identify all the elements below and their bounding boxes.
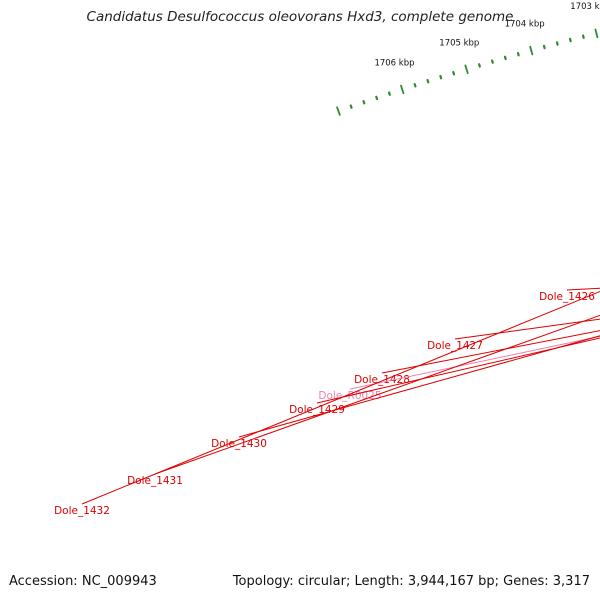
ruler-label: 1703 kbp (570, 2, 600, 12)
label-leader-line (381, 330, 600, 374)
gene-labels: Dole_1426Dole_1427Dole_1428Dole_R0025Dol… (54, 287, 600, 517)
ruler-ticks (336, 28, 599, 116)
ruler-minor-tick (387, 91, 391, 96)
ruler-major-tick (336, 106, 341, 116)
topology-value: circular (297, 574, 346, 589)
accession-value: NC_009943 (81, 574, 157, 589)
ruler-minor-tick (568, 37, 572, 43)
accession-label: Accession: (9, 574, 78, 589)
label-leader-line (81, 290, 600, 505)
gene-label[interactable]: Dole_1426 (539, 291, 595, 303)
ruler-minor-tick (439, 74, 443, 80)
ruler-label: 1705 kbp (439, 38, 479, 48)
ruler-minor-tick (490, 59, 494, 64)
genes-value: 3,317 (552, 574, 590, 589)
ruler-major-tick (400, 84, 405, 95)
ruler-minor-tick (478, 63, 481, 68)
ruler-minor-tick (426, 78, 430, 84)
ruler-minor-tick (581, 34, 585, 39)
ruler-minor-tick (413, 83, 417, 88)
genome-stats: Topology: circular; Length: 3,944,167 bp… (232, 574, 590, 589)
ruler-minor-tick (452, 70, 456, 76)
label-leader-line (154, 314, 600, 475)
ruler-major-tick (464, 64, 469, 74)
gene-label[interactable]: Dole_1432 (54, 505, 110, 517)
ruler-minor-tick (362, 100, 366, 105)
ruler-minor-tick (542, 44, 546, 50)
length-value: 3,944,167 bp (407, 574, 495, 589)
accession-info: Accession: NC_009943 (9, 574, 157, 589)
ruler-minor-tick (516, 51, 520, 57)
ruler-minor-tick (375, 95, 379, 101)
length-label: Length: (354, 574, 404, 589)
label-leader-line (566, 287, 600, 291)
topology-label: Topology: (232, 574, 294, 589)
map-title: Candidatus Desulfococcus oleovorans Hxd3… (86, 9, 514, 25)
gene-label[interactable]: Dole_1428 (354, 374, 410, 386)
ruler-minor-tick (349, 104, 353, 109)
ruler-minor-tick (555, 41, 559, 46)
label-leader-line (316, 337, 600, 404)
gene-label[interactable]: Dole_1427 (427, 340, 483, 352)
ruler-major-tick (594, 28, 599, 39)
ruler-label: 1706 kbp (374, 59, 414, 69)
ruler-labels: 1697 kbp1698 kbp1699 kbp1700 kbp1701 kbp… (374, 2, 600, 69)
ruler-major-tick (529, 45, 534, 56)
label-leader-line (238, 335, 600, 438)
label-leader-line (454, 318, 600, 340)
gene-label[interactable]: Dole_1431 (127, 475, 183, 487)
genes-label: Genes: (503, 574, 549, 589)
ruler-label: 1704 kbp (505, 19, 545, 29)
ruler-minor-tick (503, 55, 507, 61)
